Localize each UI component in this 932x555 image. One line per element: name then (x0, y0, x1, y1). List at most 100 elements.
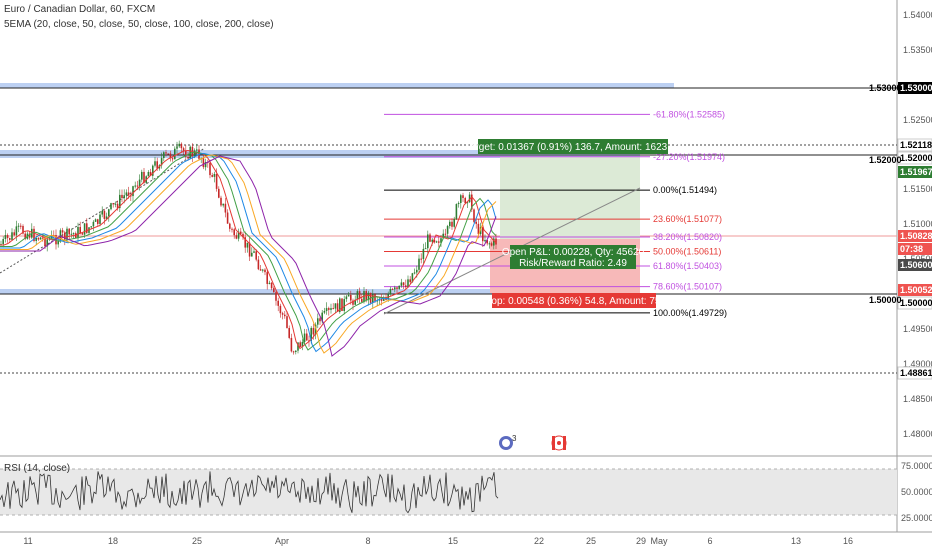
level-label: 1.50000 (869, 295, 902, 305)
level-label: 1.52000 (869, 155, 902, 165)
candle-body (116, 203, 119, 209)
candle-body (132, 186, 134, 197)
trendline-rising-march[interactable] (0, 147, 206, 274)
target-label-box[interactable] (478, 139, 668, 154)
candle-body (284, 314, 286, 317)
candle-body (226, 212, 229, 224)
news-event-icon[interactable]: 3 (499, 434, 517, 450)
candle-body (218, 188, 220, 198)
candle-body (486, 239, 488, 244)
candle-body (24, 233, 26, 239)
candle-body (119, 194, 121, 209)
candle-body (495, 238, 497, 245)
candle-body (354, 299, 356, 305)
candle-body (409, 279, 411, 283)
candle-body (433, 239, 436, 243)
candle-body (306, 333, 308, 341)
candle-body (273, 288, 275, 293)
resistance-zone-1.53[interactable] (0, 83, 674, 88)
candle-body (127, 192, 130, 196)
svg-text:1.53000: 1.53000 (900, 83, 932, 93)
candle-body (112, 203, 114, 205)
candle-body (35, 237, 37, 241)
candle-body (178, 143, 180, 147)
candle-body (233, 229, 235, 236)
candle-body (321, 312, 323, 322)
candle-body (174, 148, 176, 160)
candle-body (81, 233, 84, 235)
svg-text:1.50828: 1.50828 (900, 231, 932, 241)
candle-body (61, 230, 64, 233)
candle-body (99, 214, 101, 224)
candle-body (17, 225, 20, 227)
time-axis[interactable]: 11 18 25 Apr 8 15 22 25 29 May 6 13 16 (23, 536, 853, 546)
candle-body (176, 146, 178, 149)
candle-body (356, 291, 359, 300)
candle-body (328, 308, 330, 310)
candle-body (134, 185, 136, 187)
stop-label-box[interactable] (492, 293, 656, 308)
price-tick-label: 1.48500 (903, 394, 932, 404)
candle-body (33, 228, 35, 241)
canada-flag-icon[interactable] (551, 435, 567, 451)
rsi-pane[interactable] (0, 471, 499, 514)
fib-retracement[interactable]: -61.80%(1.52585) -27.20%(1.51974) 0.00%(1.… (384, 109, 727, 318)
rsi-band (0, 469, 897, 515)
candle-body (92, 221, 95, 227)
candle-body (264, 269, 266, 273)
candle-body (44, 237, 46, 247)
support-zone-1.50[interactable] (0, 289, 498, 294)
candle-body (244, 237, 246, 248)
candle-body (416, 269, 418, 273)
svg-text:1.52000: 1.52000 (900, 153, 932, 163)
rsi-line (0, 471, 499, 514)
rsi-tick-label: 75.0000 (901, 461, 932, 471)
candle-body (101, 210, 103, 215)
profit-zone[interactable] (500, 157, 640, 239)
candle-body (341, 298, 343, 311)
candle-body (37, 237, 40, 240)
time-tick-label: May (650, 536, 668, 546)
candle-body (9, 238, 11, 240)
pnl-label-box[interactable] (510, 245, 636, 269)
candle-body (473, 209, 475, 222)
candle-body (253, 251, 255, 253)
rsi-legend[interactable]: RSI (14, close) (4, 463, 71, 474)
level-labels: 1.53000 1.52000 1.50000 (869, 83, 902, 305)
ema-line (0, 154, 497, 354)
candle-body (266, 272, 268, 284)
candle-body (347, 294, 350, 297)
candle-body (4, 235, 7, 240)
candle-body (427, 234, 429, 249)
time-tick-label: 13 (791, 536, 801, 546)
price-badge: 07:38 (898, 243, 932, 255)
candle-body (171, 158, 174, 160)
rsi-tick-label: 25.0000 (901, 513, 932, 523)
price-badge: 1.52118 (897, 138, 932, 152)
candle-body (411, 273, 414, 283)
candle-body (455, 204, 458, 219)
candle-body (334, 303, 337, 309)
candle-body (11, 232, 13, 240)
rsi-axis: 75.0000 50.0000 25.0000 (901, 461, 932, 523)
candle-body (429, 234, 431, 242)
resistance-zone-1.52[interactable] (0, 150, 640, 158)
candle-body (350, 294, 352, 301)
symbol-legend[interactable]: Euro / Canadian Dollar, 60, FXCM (4, 4, 156, 15)
candle-body (332, 308, 334, 310)
candle-body (400, 282, 403, 286)
time-tick-label: 6 (707, 536, 712, 546)
candle-body (55, 235, 57, 245)
fib-level-label: 0.00%(1.51494) (653, 185, 717, 195)
level-label: 1.53000 (869, 83, 902, 93)
candle-body (167, 153, 169, 155)
candle-body (460, 195, 462, 203)
indicator-legend[interactable]: 5EMA (20, close, 50, close, 50, close, 1… (4, 19, 274, 30)
price-tick-label: 1.54000 (903, 10, 932, 20)
candle-body (339, 298, 341, 312)
candle-body (270, 282, 273, 289)
candle-body (196, 149, 198, 151)
candle-body (372, 294, 374, 303)
